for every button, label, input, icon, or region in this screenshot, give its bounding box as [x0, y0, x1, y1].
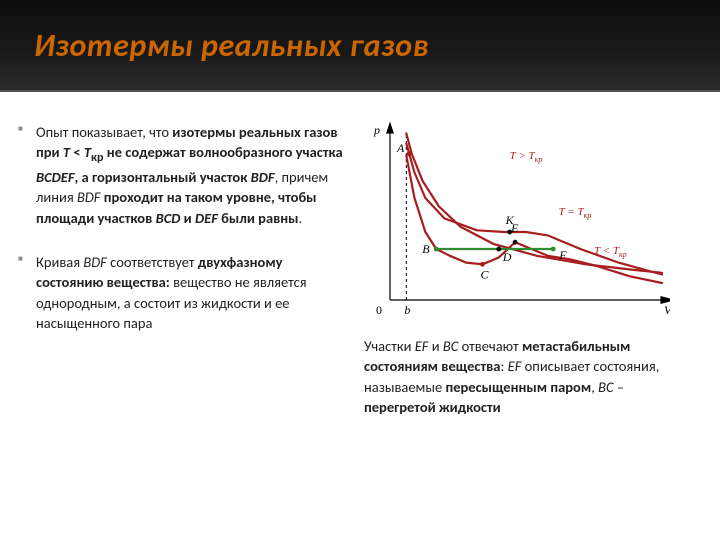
svg-text:D: D — [502, 250, 512, 264]
slide-title: Изотермы реальных газов — [34, 26, 429, 65]
svg-text:C: C — [480, 267, 489, 281]
svg-text:V: V — [664, 303, 670, 317]
left-column: Опыт показывает, что изотермы реальных г… — [10, 122, 350, 417]
svg-text:p: p — [373, 123, 380, 137]
svg-text:T = Tкр: T = Tкр — [559, 206, 592, 220]
svg-text:T < Tкр: T < Tкр — [594, 245, 627, 259]
chart-svg: pV0bAKEBDFCT > TкрT = TкрT < Tкр — [360, 122, 670, 322]
svg-text:B: B — [422, 242, 430, 256]
bullet-list: Опыт показывает, что изотермы реальных г… — [10, 122, 350, 333]
svg-text:E: E — [510, 221, 519, 235]
svg-text:b: b — [404, 303, 410, 317]
chart-caption: Участки EF и BC отвечают метастабильным … — [360, 336, 690, 417]
content-area: Опыт показывает, что изотермы реальных г… — [0, 92, 720, 427]
svg-text:0: 0 — [376, 303, 382, 317]
svg-text:T > Tкр: T > Tкр — [510, 150, 543, 164]
svg-text:A: A — [396, 141, 405, 155]
bullet-item: Опыт показывает, что изотермы реальных г… — [10, 122, 350, 228]
right-column: pV0bAKEBDFCT > TкрT = TкрT < Tкр Участки… — [360, 122, 690, 417]
isotherm-chart: pV0bAKEBDFCT > TкрT = TкрT < Tкр — [360, 122, 670, 322]
title-bar: Изотермы реальных газов — [0, 0, 720, 92]
bullet-item: Кривая BDF соответствует двухфазному сос… — [10, 252, 350, 333]
svg-text:F: F — [558, 248, 567, 262]
